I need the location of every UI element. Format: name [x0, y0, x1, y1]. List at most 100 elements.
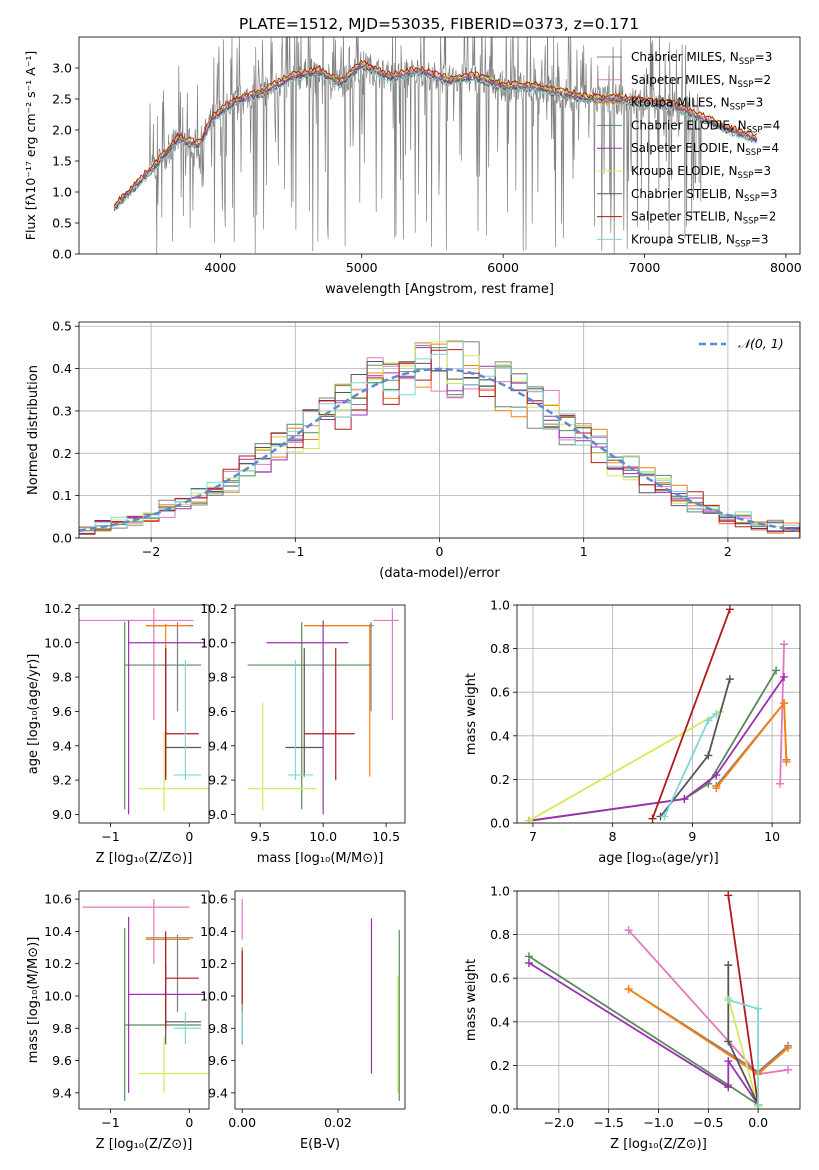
weight-marker: [784, 1043, 793, 1052]
x-tick-label: 0.0: [748, 1115, 768, 1130]
axes-frame: [78, 890, 210, 1110]
y-tick-label: 0.8: [490, 641, 510, 656]
y-tick-label: 10.0: [200, 635, 228, 650]
legend-label: 𝒩(0, 1): [738, 336, 784, 351]
legend-label: Chabrier ELODIE, NSSP=4: [631, 118, 780, 135]
weight-marker: [725, 675, 734, 684]
weight-marker: [524, 816, 533, 823]
y-tick-label: 1.0: [490, 884, 510, 899]
weight-marker: [772, 666, 781, 675]
weight-marker: [725, 605, 734, 614]
y-axis-label: mass [log₁₀(M/M⊙)]: [26, 937, 41, 1064]
x-tick-label: −1.5: [593, 1115, 623, 1130]
x-tick-label: 5000: [346, 260, 378, 275]
weight-marker: [782, 757, 791, 766]
axes-frame: [78, 321, 801, 539]
x-tick-label: 0.00: [228, 1115, 256, 1130]
errorbar-point: [304, 622, 374, 712]
mass-vs-ebv-panel: 0.00 0.02 9.4 9.6 9.8 10.0 10.2 10.4 10.6 E(B-V): [200, 890, 406, 1152]
y-tick-label: 3.0: [52, 61, 72, 76]
plot-area: [79, 608, 209, 815]
errorbar-point: [124, 928, 202, 1101]
y-tick-label: 10.2: [44, 956, 72, 971]
y-tick-label: 10.2: [44, 601, 72, 616]
weight-marker: [784, 1065, 793, 1074]
weight-marker: [780, 699, 789, 708]
y-tick-label: 0.3: [52, 403, 72, 418]
x-axis-label: E(B-V): [300, 1137, 340, 1152]
y-tick-label: 9.6: [52, 704, 72, 719]
y-tick-label: 9.6: [208, 1053, 228, 1068]
legend-label: Chabrier MILES, NSSP=3: [631, 50, 772, 67]
legend: 𝒩(0, 1): [699, 336, 784, 351]
y-tick-label: 10.6: [44, 892, 72, 907]
y-tick-label: 0.4: [52, 361, 72, 376]
y-tick-label: 1.5: [52, 154, 72, 169]
figure-title: PLATE=1512, MJD=53035, FIBERID=0373, z=0…: [239, 15, 639, 33]
y-tick-label: 0.5: [52, 216, 72, 231]
model-spectrum-7: [113, 59, 758, 206]
y-tick-label: 10.0: [200, 988, 228, 1003]
plot-area: [113, 37, 758, 254]
weight-marker: [712, 784, 721, 793]
weight-marker: [704, 716, 713, 725]
errorbar-point: [266, 620, 349, 815]
y-tick-label: 1.0: [490, 598, 510, 613]
normal-curve: [79, 367, 800, 532]
age-vs-z-panel: −1 0 9.0 9.2 9.4 9.6 9.8 10.0 10.2 Z [log₁₀(Z/Z⊙)…: [26, 601, 210, 866]
x-tick-label: 7000: [629, 260, 661, 275]
y-tick-label: 9.4: [52, 1085, 72, 1100]
x-tick-label: −2: [142, 544, 160, 559]
x-tick-label: 1: [580, 544, 588, 559]
legend: Chabrier MILES, NSSP=3 Salpeter MILES, NS…: [597, 50, 780, 249]
y-tick-label: 0.8: [490, 927, 510, 942]
plot-area: [247, 608, 399, 815]
x-tick-label: 10: [764, 829, 780, 844]
errorbar-point: [165, 647, 202, 777]
weight-line-3: [528, 955, 759, 1106]
errorbar-point: [145, 622, 194, 712]
errorbar-point: [287, 659, 314, 781]
errorbar-point: [165, 931, 199, 1029]
y-tick-label: 1.0: [52, 185, 72, 200]
y-tick-label: 9.2: [52, 773, 72, 788]
weight-marker: [780, 640, 789, 649]
y-tick-label: 2.0: [52, 123, 72, 138]
axes-frame: [78, 604, 210, 824]
errorbar-point: [165, 647, 199, 781]
y-tick-label: 9.8: [208, 670, 228, 685]
residuals-panel: −2 −1 0 1 2 0.0 0.1 0.2 0.3 0.4 0.5 (data-model)/er…: [26, 319, 801, 581]
weight-marker: [524, 958, 533, 967]
y-tick-label: 10.2: [200, 956, 228, 971]
errorbar-point: [138, 732, 209, 811]
x-tick-label: 2: [724, 544, 732, 559]
y-tick-label: 10.4: [200, 924, 228, 939]
errorbar-point: [82, 899, 190, 964]
x-tick-label: 0: [185, 829, 193, 844]
errorbar-point: [165, 963, 202, 1045]
x-tick-label: −1: [101, 829, 119, 844]
x-tick-label: −0.5: [693, 1115, 723, 1130]
weight-marker: [648, 814, 657, 823]
x-axis-label: (data-model)/error: [379, 566, 500, 581]
y-tick-label: 0.6: [490, 971, 510, 986]
weight-line-7: [651, 609, 731, 819]
age-vs-mass-panel: 9.5 10.0 10.5 9.0 9.2 9.4 9.6 9.8 10.0 10.2 mass […: [200, 601, 406, 866]
y-tick-label: 9.6: [208, 704, 228, 719]
weight-marker: [724, 996, 733, 1004]
plot-area: [79, 340, 800, 538]
errorbar-point: [138, 1036, 209, 1093]
y-axis-label: mass weight: [464, 959, 479, 1041]
axes-frame: [234, 890, 406, 1110]
weight-marker: [724, 1083, 733, 1092]
y-axis-label: mass weight: [464, 673, 479, 755]
axes-frame: [516, 604, 801, 824]
legend-label: Salpeter ELODIE, NSSP=4: [631, 141, 779, 158]
y-tick-label: 9.4: [208, 1085, 228, 1100]
weight-marker: [724, 891, 733, 900]
weight-marker: [704, 751, 713, 760]
model-spectrum-8: [114, 67, 758, 210]
legend-label: Kroupa STELIB, NSSP=3: [631, 232, 769, 249]
weight-marker: [780, 672, 789, 681]
weight-vs-age-panel: 7 8 9 10 0.0 0.2 0.4 0.6 0.8 1.0 age [log₁₀(age/yr…: [464, 598, 801, 866]
